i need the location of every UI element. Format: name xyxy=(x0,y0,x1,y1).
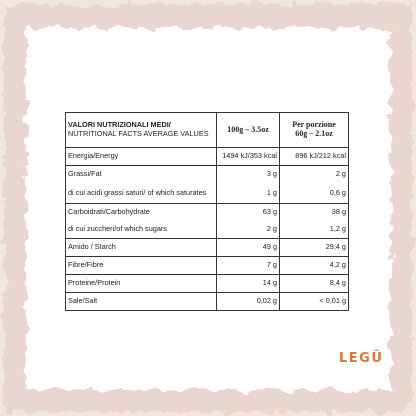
nutrient-value: 0,6 g xyxy=(279,183,349,204)
nutrient-label: Amido / Starch xyxy=(65,238,217,257)
nutrient-value: < 0,01 g xyxy=(279,292,349,311)
nutrient-value: 7 g xyxy=(216,256,280,275)
nutrient-value: 2 g xyxy=(279,165,349,183)
nutrient-row: Fibre/Fibre 7 g 4,2 g xyxy=(65,256,349,275)
nutrient-label: Proteine/Protein xyxy=(65,274,217,293)
nutrient-value: 2 g xyxy=(216,221,280,239)
nutrient-label: Carboidrati/Carbohydrate xyxy=(65,203,217,221)
nutrition-table: VALORI NUTRIZIONALI MEDI/NUTRITIONAL FAC… xyxy=(65,112,349,311)
nutrient-row: di cui zuccheri/of which sugars 2 g 1,2 g xyxy=(65,221,349,239)
nutrient-value: 1494 kJ/353 kcal xyxy=(216,147,280,166)
header-portion: Per porzione 60g – 2.1oz xyxy=(279,112,349,148)
nutrient-value: 38 g xyxy=(279,203,349,221)
nutrient-value: 8,4 g xyxy=(279,274,349,293)
nutrient-value: 4,2 g xyxy=(279,256,349,275)
nutrient-value: 1 g xyxy=(216,183,280,204)
nutrient-value: 3 g xyxy=(216,165,280,183)
brand-logo: LEGÛ xyxy=(339,351,384,366)
nutrient-row: Sale/Salt 0,02 g < 0,01 g xyxy=(65,292,349,311)
nutrient-row: Energia/Energy 1494 kJ/353 kcal 896 kJ/212… xyxy=(65,147,349,166)
nutrient-label: Grassi/Fat xyxy=(65,165,217,183)
nutrient-value: 896 kJ/212 kcal xyxy=(279,147,349,166)
nutrient-value: 0,02 g xyxy=(216,292,280,311)
header-title: VALORI NUTRIZIONALI MEDI/ xyxy=(68,120,171,130)
header-100g: 100g – 3.5oz xyxy=(216,112,280,148)
nutrient-row: Carboidrati/Carbohydrate 63 g 38 g xyxy=(65,203,349,221)
header-row: VALORI NUTRIZIONALI MEDI/NUTRITIONAL FAC… xyxy=(65,112,349,148)
header-label: VALORI NUTRIZIONALI MEDI/NUTRITIONAL FAC… xyxy=(65,112,217,148)
header-portion-2: 60g – 2.1oz xyxy=(295,129,333,138)
nutrient-value: 14 g xyxy=(216,274,280,293)
nutrient-value: 63 g xyxy=(216,203,280,221)
nutrient-value: 29,4 g xyxy=(279,238,349,257)
nutrient-label: di cui acidi grassi saturi/ of which sat… xyxy=(65,183,217,204)
nutrient-row: Proteine/Protein 14 g 8,4 g xyxy=(65,274,349,293)
nutrient-value: 1,2 g xyxy=(279,221,349,239)
header-portion-1: Per porzione xyxy=(292,120,336,130)
nutrient-value: 49 g xyxy=(216,238,280,257)
header-subtitle: NUTRITIONAL FACTS AVERAGE VALUES xyxy=(68,129,209,138)
nutrient-row: di cui acidi grassi saturi/ of which sat… xyxy=(65,183,349,204)
nutrient-label: Fibre/Fibre xyxy=(65,256,217,275)
nutrient-label: di cui zuccheri/of which sugars xyxy=(65,221,217,239)
nutrient-row: Amido / Starch 49 g 29,4 g xyxy=(65,238,349,257)
nutrient-label: Energia/Energy xyxy=(65,147,217,166)
nutrient-label: Sale/Salt xyxy=(65,292,217,311)
